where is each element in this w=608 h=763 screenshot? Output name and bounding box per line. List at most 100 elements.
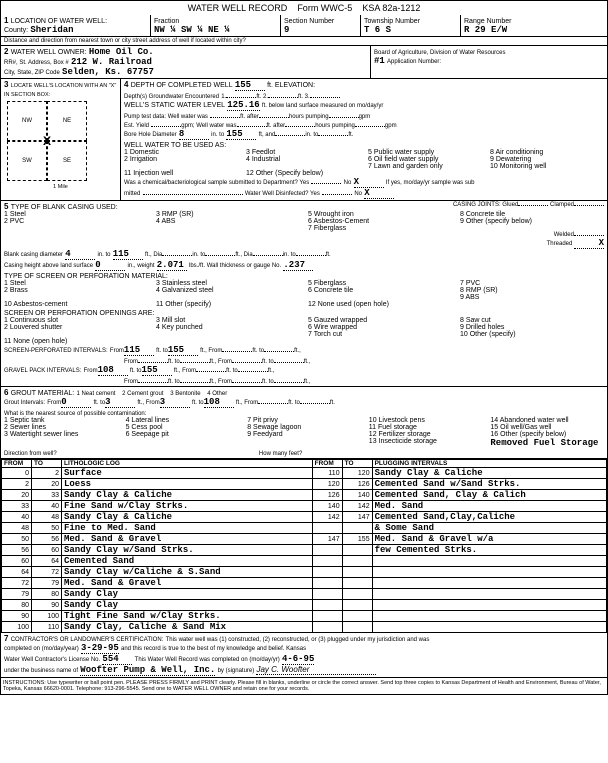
completed-value: 3-29-95 [81, 643, 119, 654]
log-cell [312, 578, 342, 589]
log-cell: Cemented Sand,Clay,Caliche [372, 512, 606, 523]
log-cell: 79 [32, 578, 62, 589]
log-cell: 72 [2, 578, 32, 589]
log-cell: 0 [2, 468, 32, 479]
thickness: .237 [283, 260, 313, 271]
log-cell [372, 589, 606, 600]
g1-to: 3 [105, 397, 135, 408]
log-cell [372, 611, 606, 622]
log-cell [342, 600, 372, 611]
log-cell: Cemented Sand [62, 556, 313, 567]
log-cell: 120 [342, 468, 372, 479]
city-label: City, State, ZIP Code [4, 70, 60, 76]
log-header: FROM [2, 460, 32, 468]
joints-label: CASING JOINTS: Glued [453, 202, 518, 208]
casing-height: 0 [95, 260, 125, 271]
log-row: 7980Sandy Clay [2, 589, 607, 600]
g2-to: 108 [204, 397, 234, 408]
log-cell [342, 589, 372, 600]
log-cell: Tight Fine Sand w/Clay Strks. [62, 611, 313, 622]
log-cell: Sandy Clay & Caliche [62, 490, 313, 501]
openings-label: SCREEN OR PERFORATION OPENINGS ARE: [4, 310, 154, 317]
chem-label: Was a chemical/bacteriological sample su… [124, 180, 309, 186]
log-cell: 79 [2, 589, 32, 600]
log-cell [342, 545, 372, 556]
section-7-num: 7 [4, 634, 8, 643]
fraction-label: Fraction [154, 18, 179, 25]
blank-dia-label: Blank casing diameter [4, 252, 63, 258]
license-value: 554 [102, 654, 132, 665]
gravel-label: GRAVEL PACK INTERVALS: [4, 368, 81, 374]
form-header: WATER WELL RECORD Form WWC-5 KSA 82a-121… [1, 1, 607, 15]
use-label: WELL WATER TO BE USED AS: [124, 142, 226, 149]
section-4-num: 4 [124, 80, 128, 89]
disinfect-no: No [354, 191, 362, 197]
section-label: Section Number [284, 18, 334, 25]
sec3-title: LOCATE WELL'S LOCATION WITH AN "X" IN SE… [4, 83, 116, 98]
log-cell: Cemented Sand w/Sand Strks. [372, 479, 606, 490]
log-cell: Fine Sand w/Clay Strks. [62, 501, 313, 512]
log-row: 02Surface110120Sandy Clay & Caliche [2, 468, 607, 479]
screen-label: TYPE OF SCREEN OR PERFORATION MATERIAL: [4, 273, 168, 280]
log-cell: 50 [2, 534, 32, 545]
log-cell: 33 [32, 490, 62, 501]
log-cell [312, 600, 342, 611]
log-cell: Sandy Clay & Caliche [372, 468, 606, 479]
g2-from: 3 [160, 397, 190, 408]
record-date: 4-6-95 [282, 654, 314, 665]
record-label: This Water Well Record was completed on … [135, 657, 280, 663]
log-cell: Med. Sand & Gravel w/a [372, 534, 606, 545]
log-cell: Sandy Clay w/Sand Strks. [62, 545, 313, 556]
cert-text: This water well was (1) constructed, (2)… [166, 637, 430, 643]
casing-height-label: Casing height above land surface [4, 263, 93, 269]
weight: 2.071 [157, 260, 187, 271]
est-label: Est. Yield [124, 123, 149, 129]
sec2-title: WATER WELL OWNER: [11, 49, 87, 56]
log-cell: 126 [342, 479, 372, 490]
chem-no: No [344, 180, 352, 186]
perf-to: 155 [168, 345, 198, 356]
log-cell: 155 [342, 534, 372, 545]
log-cell: Cemented Sand, Clay & Calich [372, 490, 606, 501]
log-cell [342, 622, 372, 633]
log-cell: 33 [2, 501, 32, 512]
static-value: 125.16 [227, 100, 259, 111]
log-cell: Med. Sand [372, 501, 606, 512]
log-row: 8090Sandy Clay [2, 600, 607, 611]
section-value: 9 [284, 25, 289, 35]
log-header: LITHOLOGIC LOG [62, 460, 313, 468]
log-cell: 64 [2, 567, 32, 578]
log-row: 7279Med. Sand & Gravel [2, 578, 607, 589]
app-num: #1 [374, 56, 385, 66]
log-cell: 110 [32, 622, 62, 633]
use-grid: 1 Domestic3 Feedlot5 Public water supply… [124, 149, 604, 177]
log-header: TO [32, 460, 62, 468]
section-1-num: 1 [4, 16, 8, 25]
bore-to: 155 [226, 129, 256, 140]
log-cell [372, 567, 606, 578]
perf-from: 115 [124, 345, 154, 356]
bore-label: Bore Hole Diameter [124, 132, 177, 138]
business-value: Woofter Pump & Well, Inc. [80, 665, 215, 676]
log-cell: 48 [2, 523, 32, 534]
log-cell: Fine to Med. Sand [62, 523, 313, 534]
threaded: Threaded [547, 241, 573, 247]
township-label: Township Number [364, 18, 420, 25]
log-row: 3340Fine Sand w/Clay Strks.140142Med. Sa… [2, 501, 607, 512]
threaded-x: X [574, 238, 604, 249]
mile-label: 1 Mile [4, 184, 117, 190]
log-cell [312, 556, 342, 567]
log-cell: Surface [62, 468, 313, 479]
mitted: mitted [124, 191, 140, 197]
grout-int-label: Grout Intervals: [4, 400, 45, 406]
log-cell: 40 [2, 512, 32, 523]
bore-dia: 8 [179, 129, 209, 140]
blank-dia: 4 [65, 249, 95, 260]
completed-label: completed on (mo/day/year) [4, 646, 79, 652]
welded: Welded [554, 232, 574, 238]
distance-label: Distance and direction from nearest town… [1, 37, 607, 45]
log-cell: 2 [32, 468, 62, 479]
log-row: 4850Fine to Med. Sand& Some Sand [2, 523, 607, 534]
section-box: NW NE SW SE X [7, 101, 87, 181]
log-cell: 40 [32, 501, 62, 512]
